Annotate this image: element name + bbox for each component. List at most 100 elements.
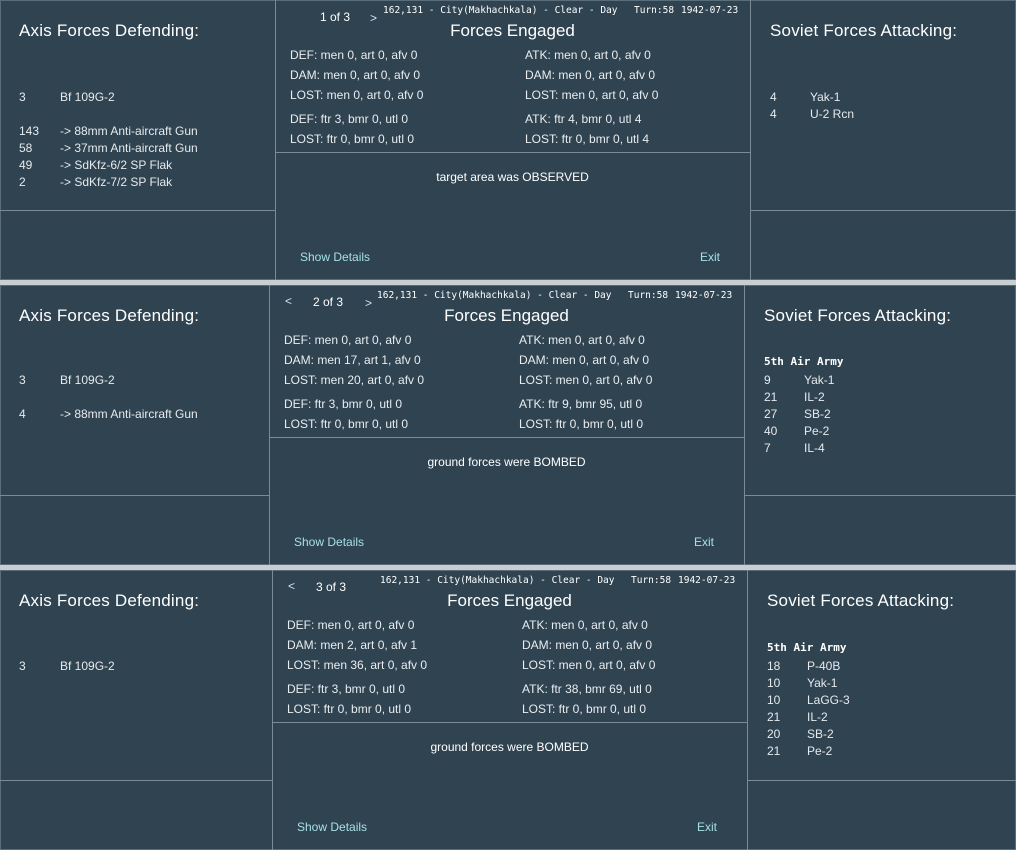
axis-unit-row: 143 -> 88mm Anti-aircraft Gun (19, 124, 259, 139)
unit-quantity: 4 (770, 90, 777, 104)
exit-button[interactable]: Exit (694, 535, 715, 549)
exit-button[interactable]: Exit (697, 820, 718, 834)
unit-name: Bf 109G-2 (60, 659, 115, 673)
unit-quantity: 7 (764, 441, 771, 455)
unit-name: Yak-1 (810, 90, 841, 104)
show-details-button[interactable]: Show Details (300, 250, 371, 264)
unit-name: SB-2 (804, 407, 831, 421)
soviet-unit-row: 21 IL-2 (764, 390, 964, 405)
unit-name: U-2 Rcn (810, 107, 855, 121)
soviet-unit-row: 27 SB-2 (764, 407, 964, 422)
soviet-forces-column: Soviet Forces Attacking: 5th Air Army 9 Yak… (744, 285, 1016, 565)
attacker-air-lost-stat: LOST: ftr 0, bmr 0, utl 0 (519, 417, 644, 431)
soviet-unit-row: 4 Yak-1 (770, 90, 970, 105)
unit-name: Yak-1 (804, 373, 835, 387)
combat-result-text: target area was OBSERVED (436, 170, 589, 184)
attacker-air-stat: ATK: ftr 9, bmr 95, utl 0 (519, 397, 643, 411)
row-divider (269, 437, 744, 438)
axis-unit-row: 3 Bf 109G-2 (19, 90, 259, 105)
exit-button[interactable]: Exit (700, 250, 721, 264)
location-info: 162,131 - City(Makhachkala) - Clear - Da… (383, 5, 618, 16)
forces-engaged-column: <2 of 3 >162,131 - City(Makhachkala) - Cl… (269, 285, 744, 565)
axis-forces-title: Axis Forces Defending: (19, 591, 200, 610)
row-divider (0, 780, 272, 781)
combat-result-text: ground forces were BOMBED (430, 740, 589, 754)
forces-engaged-title: Forces Engaged (444, 306, 569, 325)
unit-quantity: 49 (19, 158, 33, 172)
unit-quantity: 4 (19, 407, 26, 421)
unit-name: -> SdKfz-7/2 SP Flak (60, 175, 173, 189)
forces-engaged-column: <3 of 3 162,131 - City(Makhachkala) - Cle… (272, 570, 747, 850)
combat-panel: Axis Forces Defending: 3 Bf 109G-2 4 -> 88mm… (0, 285, 1016, 565)
column-divider (747, 570, 748, 850)
soviet-unit-row: 10 LaGG-3 (767, 693, 967, 708)
defender-damaged-stat: DAM: men 0, art 0, afv 0 (290, 68, 421, 82)
soviet-unit-row: 10 Yak-1 (767, 676, 967, 691)
attacker-air-stat: ATK: ftr 4, bmr 0, utl 4 (525, 112, 642, 126)
combat-result-text: ground forces were BOMBED (427, 455, 586, 469)
attacker-air-stat: ATK: ftr 38, bmr 69, utl 0 (522, 682, 652, 696)
soviet-forces-title: Soviet Forces Attacking: (764, 306, 952, 325)
column-divider (750, 0, 751, 280)
attacker-damaged-stat: DAM: men 0, art 0, afv 0 (522, 638, 653, 652)
defender-damaged-stat: DAM: men 2, art 0, afv 1 (287, 638, 418, 652)
prev-combat-button[interactable]: < (285, 294, 293, 308)
axis-forces-column: Axis Forces Defending: 3 Bf 109G-2 (0, 570, 272, 850)
defender-damaged-stat: DAM: men 17, art 1, afv 0 (284, 353, 421, 367)
soviet-unit-row: 9 Yak-1 (764, 373, 964, 388)
combat-pager: 1 of 3 (320, 10, 351, 24)
axis-forces-column: Axis Forces Defending: 3 Bf 109G-2 4 -> 88mm… (0, 285, 269, 565)
forces-engaged-title: Forces Engaged (447, 591, 572, 610)
defender-ground-stat: DEF: men 0, art 0, afv 0 (290, 48, 418, 62)
unit-name: -> 88mm Anti-aircraft Gun (60, 407, 198, 421)
unit-quantity: 27 (764, 407, 778, 421)
soviet-forces-title: Soviet Forces Attacking: (767, 591, 955, 610)
unit-quantity: 58 (19, 141, 33, 155)
soviet-unit-row: 40 Pe-2 (764, 424, 964, 439)
date-info: 1942-07-23 (675, 290, 733, 301)
show-details-button[interactable]: Show Details (294, 535, 365, 549)
axis-unit-row: 49 -> SdKfz-6/2 SP Flak (19, 158, 259, 173)
unit-quantity: 21 (764, 390, 778, 404)
defender-air-stat: DEF: ftr 3, bmr 0, utl 0 (290, 112, 409, 126)
soviet-unit-row: 7 IL-4 (764, 441, 964, 456)
soviet-forces-column: Soviet Forces Attacking: 5th Air Army 18 P-… (747, 570, 1016, 850)
unit-name: Yak-1 (807, 676, 838, 690)
soviet-unit-row: 18 P-40B (767, 659, 967, 674)
row-divider (750, 210, 1016, 211)
defender-air-stat: DEF: ftr 3, bmr 0, utl 0 (284, 397, 403, 411)
unit-quantity: 3 (19, 90, 26, 104)
show-details-button[interactable]: Show Details (297, 820, 368, 834)
unit-name: IL-2 (804, 390, 825, 404)
unit-quantity: 20 (767, 727, 781, 741)
combat-panel: Axis Forces Defending: 3 Bf 109G-2 143 -> 88… (0, 0, 1016, 280)
next-combat-button[interactable]: > (365, 296, 373, 310)
combat-pager: 3 of 3 (316, 580, 347, 594)
unit-quantity: 4 (770, 107, 777, 121)
attacker-lost-stat: LOST: men 0, art 0, afv 0 (522, 658, 656, 672)
column-divider (269, 285, 270, 565)
unit-quantity: 2 (19, 175, 26, 189)
attacker-lost-stat: LOST: men 0, art 0, afv 0 (525, 88, 659, 102)
next-combat-button[interactable]: > (370, 11, 378, 25)
soviet-unit-row: 21 Pe-2 (767, 744, 967, 759)
unit-name: -> 37mm Anti-aircraft Gun (60, 141, 198, 155)
combat-panel: Axis Forces Defending: 3 Bf 109G-2 <3 of 3 1… (0, 570, 1016, 850)
defender-lost-stat: LOST: men 20, art 0, afv 0 (284, 373, 425, 387)
column-divider (272, 570, 273, 850)
axis-unit-row: 3 Bf 109G-2 (19, 659, 259, 674)
forces-engaged-column: 1 of 3 >162,131 - City(Makhachkala) - Cle… (275, 0, 750, 280)
defender-ground-stat: DEF: men 0, art 0, afv 0 (287, 618, 415, 632)
attacker-air-lost-stat: LOST: ftr 0, bmr 0, utl 0 (522, 702, 647, 716)
army-header: 5th Air Army (764, 355, 844, 368)
unit-name: Pe-2 (804, 424, 830, 438)
location-info: 162,131 - City(Makhachkala) - Clear - Da… (380, 575, 615, 586)
turn-info: Turn:58 (634, 5, 675, 16)
prev-combat-button[interactable]: < (288, 579, 296, 593)
defender-air-lost-stat: LOST: ftr 0, bmr 0, utl 0 (287, 702, 412, 716)
unit-quantity: 21 (767, 744, 781, 758)
attacker-damaged-stat: DAM: men 0, art 0, afv 0 (525, 68, 656, 82)
row-divider (747, 780, 1016, 781)
defender-lost-stat: LOST: men 36, art 0, afv 0 (287, 658, 428, 672)
unit-quantity: 10 (767, 676, 781, 690)
